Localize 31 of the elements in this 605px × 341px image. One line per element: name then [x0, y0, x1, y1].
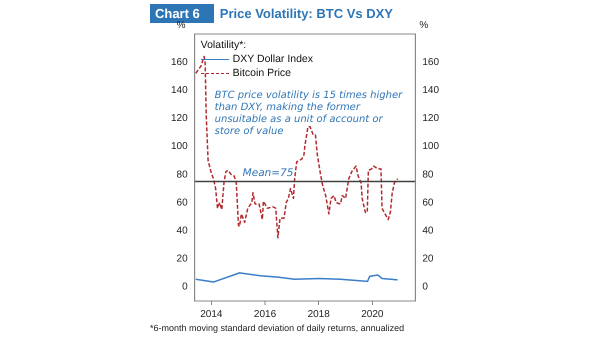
ref-line-label: Mean=75: [242, 167, 294, 180]
x-tick-label: 2016: [254, 308, 277, 320]
chart-title: Price Volatility: BTC Vs DXY: [220, 6, 393, 21]
y-axis-title: %: [176, 20, 186, 31]
y2-tick-label: 120: [422, 113, 440, 124]
y-tick-label: 140: [170, 84, 188, 96]
text: *6-month moving standard deviation of daily returns, annualized: [150, 323, 404, 333]
y2-axis-title: %: [419, 20, 428, 31]
x-tick-label: 2020: [361, 308, 384, 320]
legend-title: Volatility*:: [200, 38, 248, 52]
y-tick-label: 100: [170, 141, 188, 152]
y2-tick-label: 40: [422, 225, 434, 236]
y-tick-label: 20: [176, 254, 188, 265]
y2-tick-label: 0: [422, 282, 428, 293]
y-tick-label: 0: [182, 282, 188, 293]
y-tick-label: 80: [176, 169, 188, 180]
y2-tick-label: 160: [422, 56, 440, 68]
y-tick-label: 120: [170, 113, 188, 124]
x-tick-label: 2018: [308, 308, 330, 320]
y2-tick-label: 60: [422, 197, 434, 208]
legend-label: DXY Dollar Index: [232, 52, 314, 66]
y-tick-label: 60: [176, 197, 188, 208]
y2-tick-label: 140: [422, 84, 440, 96]
y-tick-label: 160: [170, 56, 188, 68]
y-tick-label: 40: [176, 225, 188, 236]
y2-tick-label: 80: [422, 169, 434, 180]
y2-tick-label: 100: [422, 141, 440, 152]
annotation: BTC price volatility is 15 times higher than DXY, making the former unsuitable as a unit of account or store of value: [214, 90, 404, 138]
y2-tick-label: 20: [422, 254, 434, 265]
x-tick-label: 2014: [200, 308, 223, 320]
legend-label: Bitcoin Price: [232, 66, 292, 80]
